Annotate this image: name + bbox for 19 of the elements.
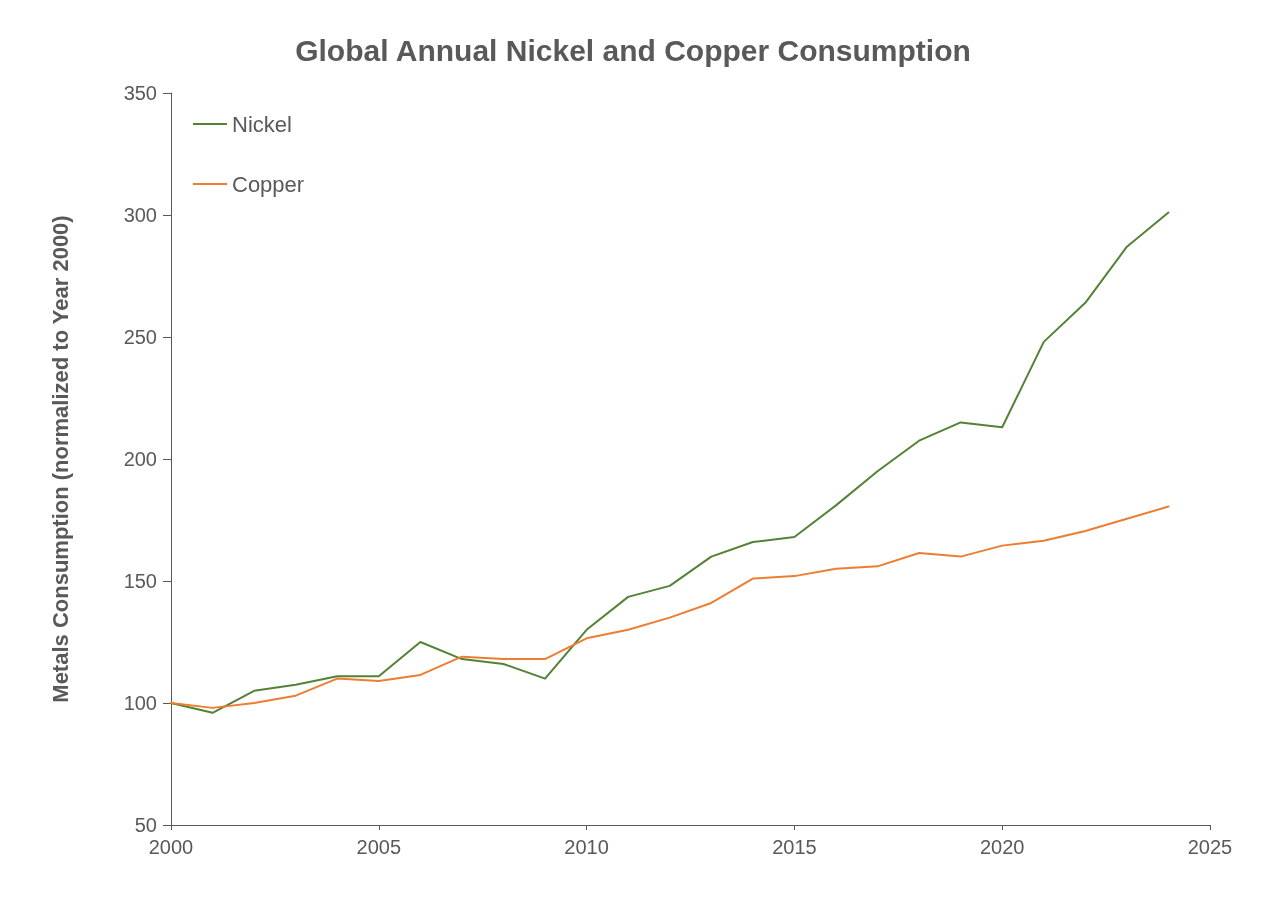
legend-label: Copper xyxy=(232,171,305,197)
x-tick-label: 2005 xyxy=(356,836,402,858)
x-tick-label: 2015 xyxy=(772,836,817,858)
line-series xyxy=(170,211,1170,714)
y-tick-label: 250 xyxy=(123,326,157,348)
x-tick-label: 2025 xyxy=(1187,836,1233,858)
y-tick-label: 50 xyxy=(134,814,157,836)
x-tick-label: 2020 xyxy=(979,836,1025,858)
chart-title: Global Annual Nickel and Copper Consumption xyxy=(295,33,971,67)
y-axis-title: Metals Consumption (normalized to Year 2000) xyxy=(47,215,73,703)
x-tick-label: 2010 xyxy=(564,836,609,858)
x-tick-label: 2000 xyxy=(148,836,194,858)
y-tick-label: 300 xyxy=(123,204,157,226)
y-tick-label: 150 xyxy=(123,570,157,592)
legend-label: Nickel xyxy=(232,111,292,137)
y-tick-label: 100 xyxy=(123,692,157,714)
y-tick-label: 200 xyxy=(123,448,157,470)
y-tick-label: 350 xyxy=(123,82,157,104)
line-series xyxy=(170,505,1170,709)
